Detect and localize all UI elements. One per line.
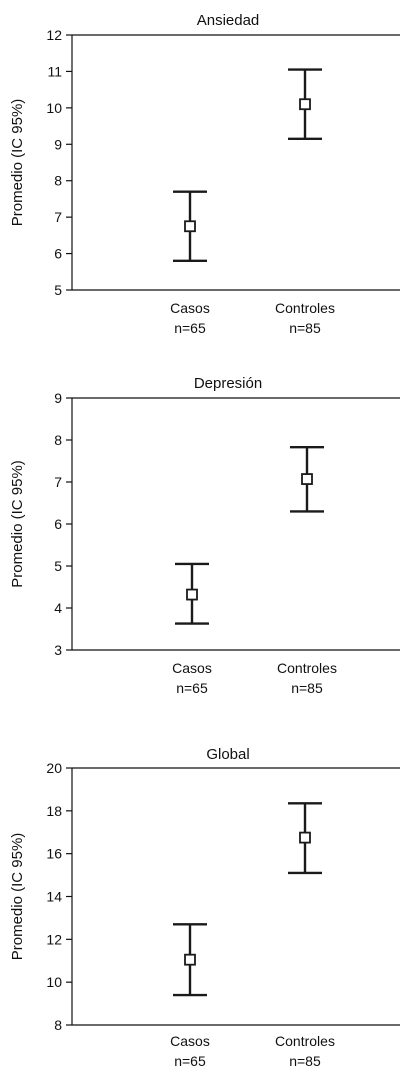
category-n-label: n=65	[174, 1053, 206, 1069]
category-label: Controles	[275, 300, 335, 316]
y-tick-label: 8	[54, 432, 62, 448]
y-tick-label: 10	[46, 974, 62, 990]
category-label: Casos	[172, 660, 212, 676]
chart-panel-2: Depresión 3 4 5 6 7 8 9 Promedio (IC 95%) Casos n=…	[9, 375, 400, 696]
y-tick-label: 14	[46, 889, 62, 905]
category-label: Controles	[275, 1033, 335, 1049]
y-axis-label: Promedio (IC 95%)	[9, 460, 26, 588]
category-n-label: n=65	[176, 680, 208, 696]
mean-marker	[299, 98, 311, 111]
y-axis-label: Promedio (IC 95%)	[9, 833, 26, 961]
category-n-label: n=65	[174, 320, 206, 336]
chart-panel-3: Global 8 10 12 14 16 18 20 Promedio (IC 95%) Caso…	[9, 746, 400, 1069]
y-tick-label: 8	[54, 173, 62, 189]
mean-marker	[301, 473, 313, 485]
y-tick-label: 4	[54, 600, 62, 616]
category-label: Controles	[277, 660, 337, 676]
chart-title: Depresión	[194, 375, 262, 392]
mean-marker	[184, 953, 196, 966]
y-tick-label: 9	[54, 390, 62, 406]
y-tick-label: 11	[47, 63, 62, 79]
chart-panel-1: Ansiedad 5 6 7 8 9 10 11 12 Promedio (IC 95%) Caso…	[9, 12, 400, 336]
y-tick-label: 12	[46, 27, 62, 43]
category-n-label: n=85	[289, 320, 321, 336]
y-tick-label: 6	[54, 516, 62, 532]
y-tick-label: 7	[54, 474, 62, 490]
y-tick-label: 7	[54, 209, 62, 225]
chart-title: Global	[206, 746, 249, 763]
y-tick-label: 6	[54, 246, 62, 262]
category-n-label: n=85	[291, 680, 323, 696]
y-tick-label: 9	[54, 136, 62, 152]
category-label: Casos	[170, 1033, 210, 1049]
y-tick-label: 18	[46, 803, 62, 819]
y-axis-label: Promedio (IC 95%)	[9, 99, 26, 227]
y-tick-label: 5	[54, 282, 62, 298]
mean-marker	[186, 588, 198, 601]
y-tick-label: 16	[46, 846, 62, 862]
y-tick-label: 8	[54, 1017, 62, 1033]
chart-title: Ansiedad	[197, 12, 260, 29]
category-n-label: n=85	[289, 1053, 321, 1069]
category-label: Casos	[170, 300, 210, 316]
y-tick-label: 12	[46, 931, 62, 947]
y-tick-label: 20	[46, 760, 62, 776]
mean-marker	[299, 831, 311, 844]
y-tick-label: 5	[54, 558, 62, 574]
y-tick-label: 3	[54, 642, 62, 658]
mean-marker	[184, 220, 196, 233]
y-tick-label: 10	[46, 100, 62, 116]
